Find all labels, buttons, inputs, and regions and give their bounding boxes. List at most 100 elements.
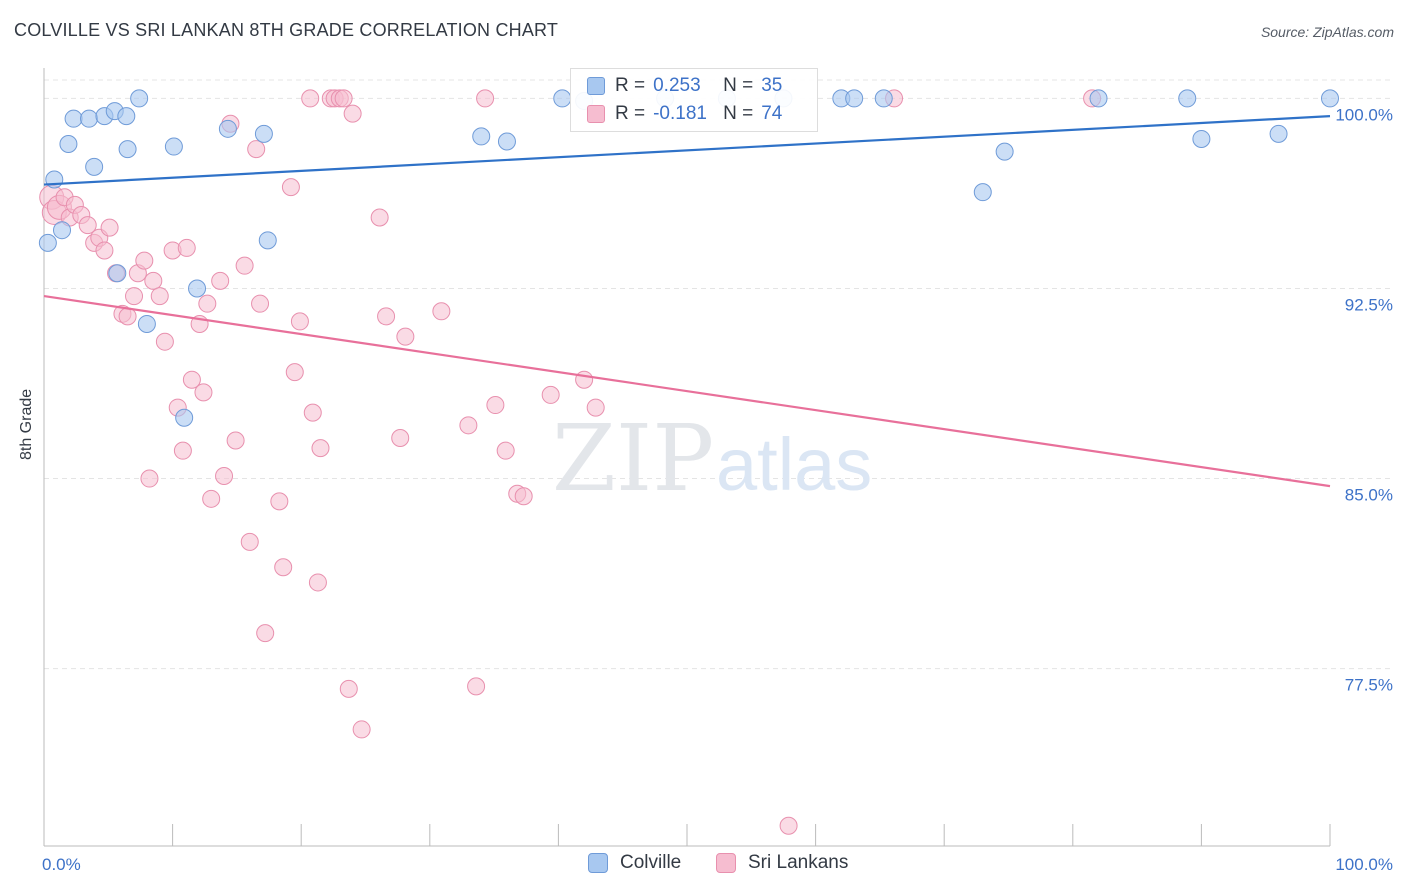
source-label: Source: ZipAtlas.com [1260,24,1394,40]
point-sri-lankans [95,241,114,260]
stats-row-sri-lankans: R = -0.181 N = 74 [587,103,782,125]
r-label: R = [615,103,646,124]
point-colville [175,408,194,427]
point-colville [38,233,57,252]
point-sri-lankans [135,251,154,270]
point-colville [53,221,72,240]
watermark: ZIP atlas [552,405,872,512]
legend-label: Sri Lankans [748,852,849,873]
y-tick-label: 85.0% [1345,486,1393,505]
point-colville [108,264,127,283]
point-sri-lankans [226,431,245,450]
n-value: 74 [761,103,783,124]
point-sri-lankans [496,441,515,460]
point-sri-lankans [211,271,230,290]
point-sri-lankans [173,441,192,460]
point-sri-lankans [182,370,201,389]
point-sri-lankans [270,492,289,511]
point-sri-lankans [256,624,275,643]
point-sri-lankans [352,720,371,739]
point-colville [137,314,156,333]
legend-item-sri-lankans[interactable]: Sri Lankans [716,852,848,874]
point-sri-lankans [459,416,478,435]
point-colville [258,231,277,250]
r-label: R = [615,75,646,96]
chart-title: COLVILLE VS SRI LANKAN 8TH GRADE CORRELA… [14,20,559,40]
point-colville [845,89,864,108]
point-sri-lankans [274,558,293,577]
point-sri-lankans [514,487,533,506]
point-colville [1321,89,1339,108]
trend-line-colville [43,115,1331,186]
legend-item-colville[interactable]: Colville [588,852,681,874]
point-colville [874,89,893,108]
point-sri-lankans [150,287,169,306]
point-sri-lankans [290,312,309,331]
tick-labels: 77.5% 85.0% 92.5% 100.0% 0.0% 100.0% [42,105,1393,874]
trend-line-sri-lankans [43,294,1331,488]
point-colville [497,132,516,151]
sri-lankans-swatch [716,853,736,873]
point-colville [188,279,207,298]
n-label: N = [723,75,754,96]
trend-lines [43,115,1331,488]
point-sri-lankans [144,271,163,290]
y-tick-label: 100.0% [1335,105,1393,124]
point-colville [973,183,992,202]
point-sri-lankans [476,89,495,108]
point-sri-lankans [198,294,217,313]
point-colville [995,142,1014,161]
point-sri-lankans [486,396,505,415]
point-sri-lankans [301,89,320,108]
point-colville [472,127,491,146]
point-sri-lankans [235,256,254,275]
point-colville [1089,89,1108,108]
point-sri-lankans [575,370,594,389]
y-axis-label: 8th Grade [18,388,35,460]
point-colville [118,140,137,159]
point-sri-lankans [396,327,415,346]
series-legend: Colville Sri Lankans [0,852,1406,878]
watermark-zip: ZIP [552,405,714,512]
r-value: 0.253 [653,75,701,96]
point-colville [117,107,136,126]
point-colville [59,135,78,154]
point-sri-lankans [391,428,410,447]
colville-swatch [588,853,608,873]
point-colville [1178,89,1197,108]
point-colville [553,89,572,108]
point-colville [254,124,273,143]
point-sri-lankans [311,439,330,458]
sri-lankans-swatch [587,105,605,123]
watermark-atlas: atlas [716,423,872,506]
x-tick-label: 100.0% [1335,855,1393,874]
point-sri-lankans [432,302,451,321]
point-colville [64,109,83,128]
point-sri-lankans [125,287,144,306]
point-sri-lankans [370,208,389,227]
point-sri-lankans [285,363,304,382]
stats-row-colville: R = 0.253 N = 35 [587,75,782,97]
point-sri-lankans [78,216,97,235]
n-value: 35 [761,75,783,96]
point-sri-lankans [251,294,270,313]
point-colville [1269,124,1288,143]
point-colville [1192,129,1211,148]
point-colville [80,109,99,128]
y-tick-label: 92.5% [1345,295,1393,314]
point-sri-lankans [339,679,358,698]
point-sri-lankans [155,332,174,351]
r-value: -0.181 [653,103,707,124]
point-colville [45,170,64,189]
stats-legend: R = 0.253 N = 35 R = -0.181 N = 74 [570,68,818,132]
series-sri-lankans [39,89,1102,835]
point-sri-lankans [308,573,327,592]
point-sri-lankans [281,178,300,197]
point-sri-lankans [100,218,119,237]
point-sri-lankans [247,140,266,159]
point-sri-lankans [140,469,159,488]
point-sri-lankans [541,385,560,404]
point-sri-lankans [377,307,396,326]
grid-lines [44,79,1392,670]
point-sri-lankans [202,489,221,508]
